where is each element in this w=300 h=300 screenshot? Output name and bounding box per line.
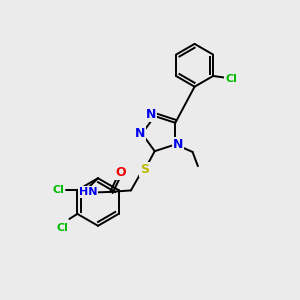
Text: N: N xyxy=(146,108,156,121)
Text: HN: HN xyxy=(79,187,98,197)
Text: O: O xyxy=(116,166,126,179)
Text: Cl: Cl xyxy=(225,74,237,84)
Text: Cl: Cl xyxy=(53,185,64,195)
Text: S: S xyxy=(140,163,149,176)
Text: N: N xyxy=(134,127,145,140)
Text: Cl: Cl xyxy=(57,223,68,233)
Text: N: N xyxy=(172,138,183,151)
